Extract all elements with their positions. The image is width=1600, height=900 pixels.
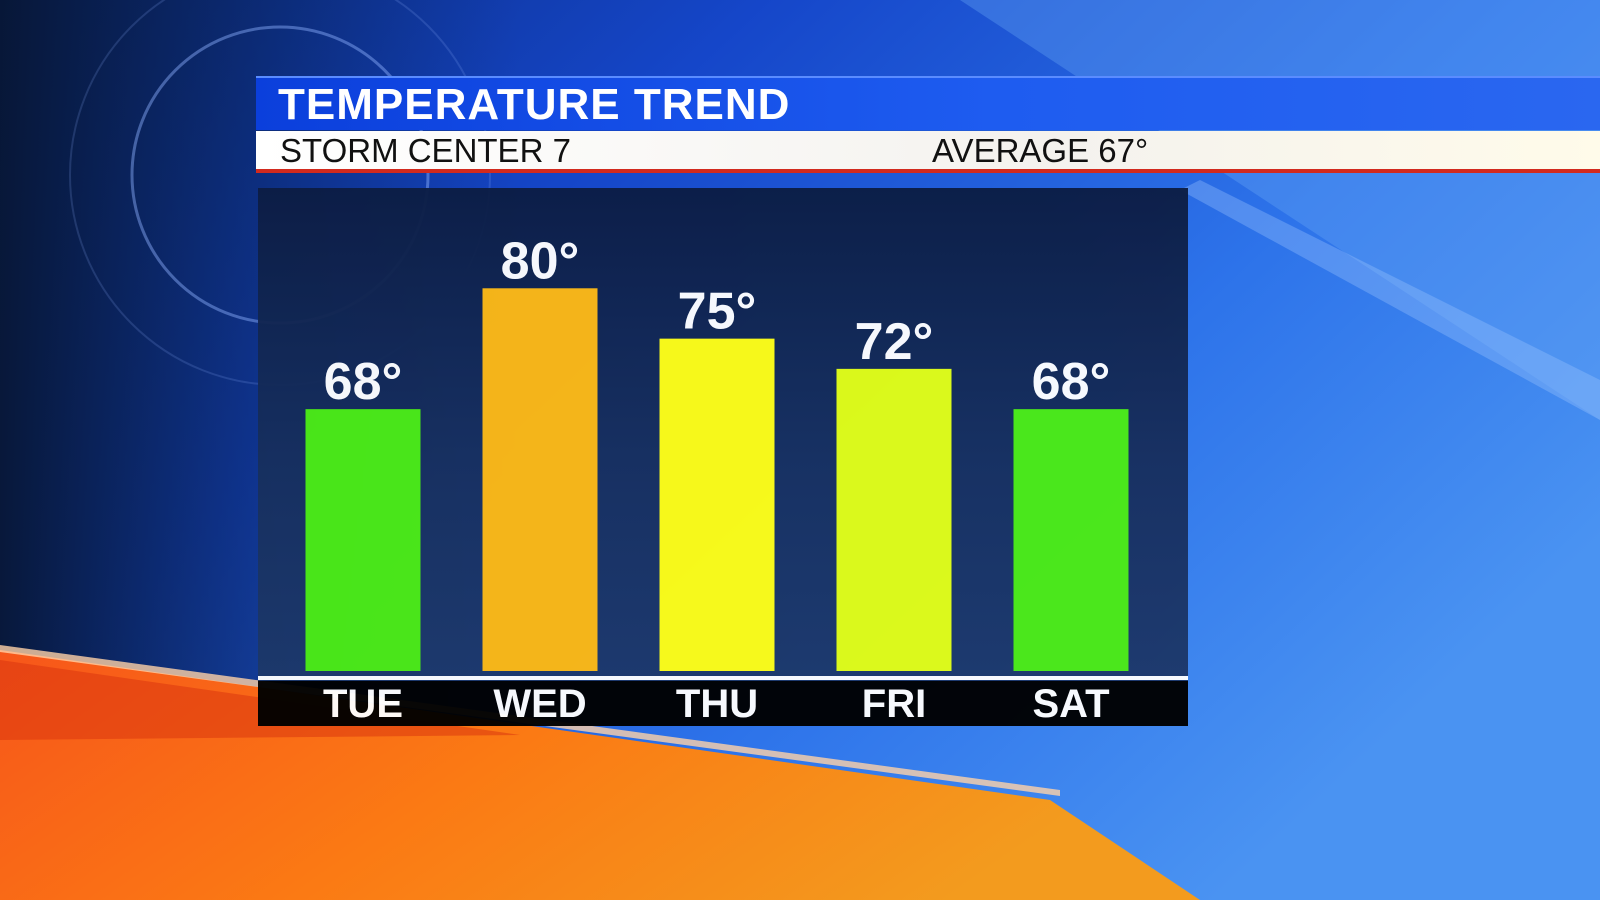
value-label-fri: 72°	[855, 313, 934, 371]
value-label-tue: 68°	[324, 353, 403, 411]
x-axis-line	[258, 676, 1188, 680]
day-label-sat: SAT	[1032, 682, 1109, 726]
chart-title: TEMPERATURE TREND	[278, 80, 791, 129]
station-label: STORM CENTER 7	[280, 132, 571, 169]
average-label: AVERAGE 67°	[932, 132, 1149, 169]
day-label-fri: FRI	[862, 682, 926, 726]
bar-thu	[659, 338, 775, 671]
value-label-wed: 80°	[501, 232, 580, 290]
title-bar: TEMPERATURE TREND	[256, 76, 1600, 130]
day-label-band	[258, 681, 1188, 726]
day-label-tue: TUE	[323, 682, 403, 726]
bar-tue	[305, 409, 421, 671]
bar-wed	[482, 288, 598, 671]
chart-panel: 68° TUE 80° WED 75° THU 72° FRI 68° SAT	[258, 188, 1188, 726]
subtitle-bar: STORM CENTER 7 AVERAGE 67°	[256, 131, 1600, 173]
day-label-wed: WED	[493, 682, 586, 726]
day-label-thu: THU	[676, 682, 758, 726]
value-label-thu: 75°	[678, 283, 757, 341]
bar-sat	[1013, 409, 1129, 671]
temperature-bar-chart: 68° TUE 80° WED 75° THU 72° FRI 68° SAT	[258, 232, 1188, 726]
value-label-sat: 68°	[1032, 353, 1111, 411]
bar-fri	[836, 368, 952, 671]
